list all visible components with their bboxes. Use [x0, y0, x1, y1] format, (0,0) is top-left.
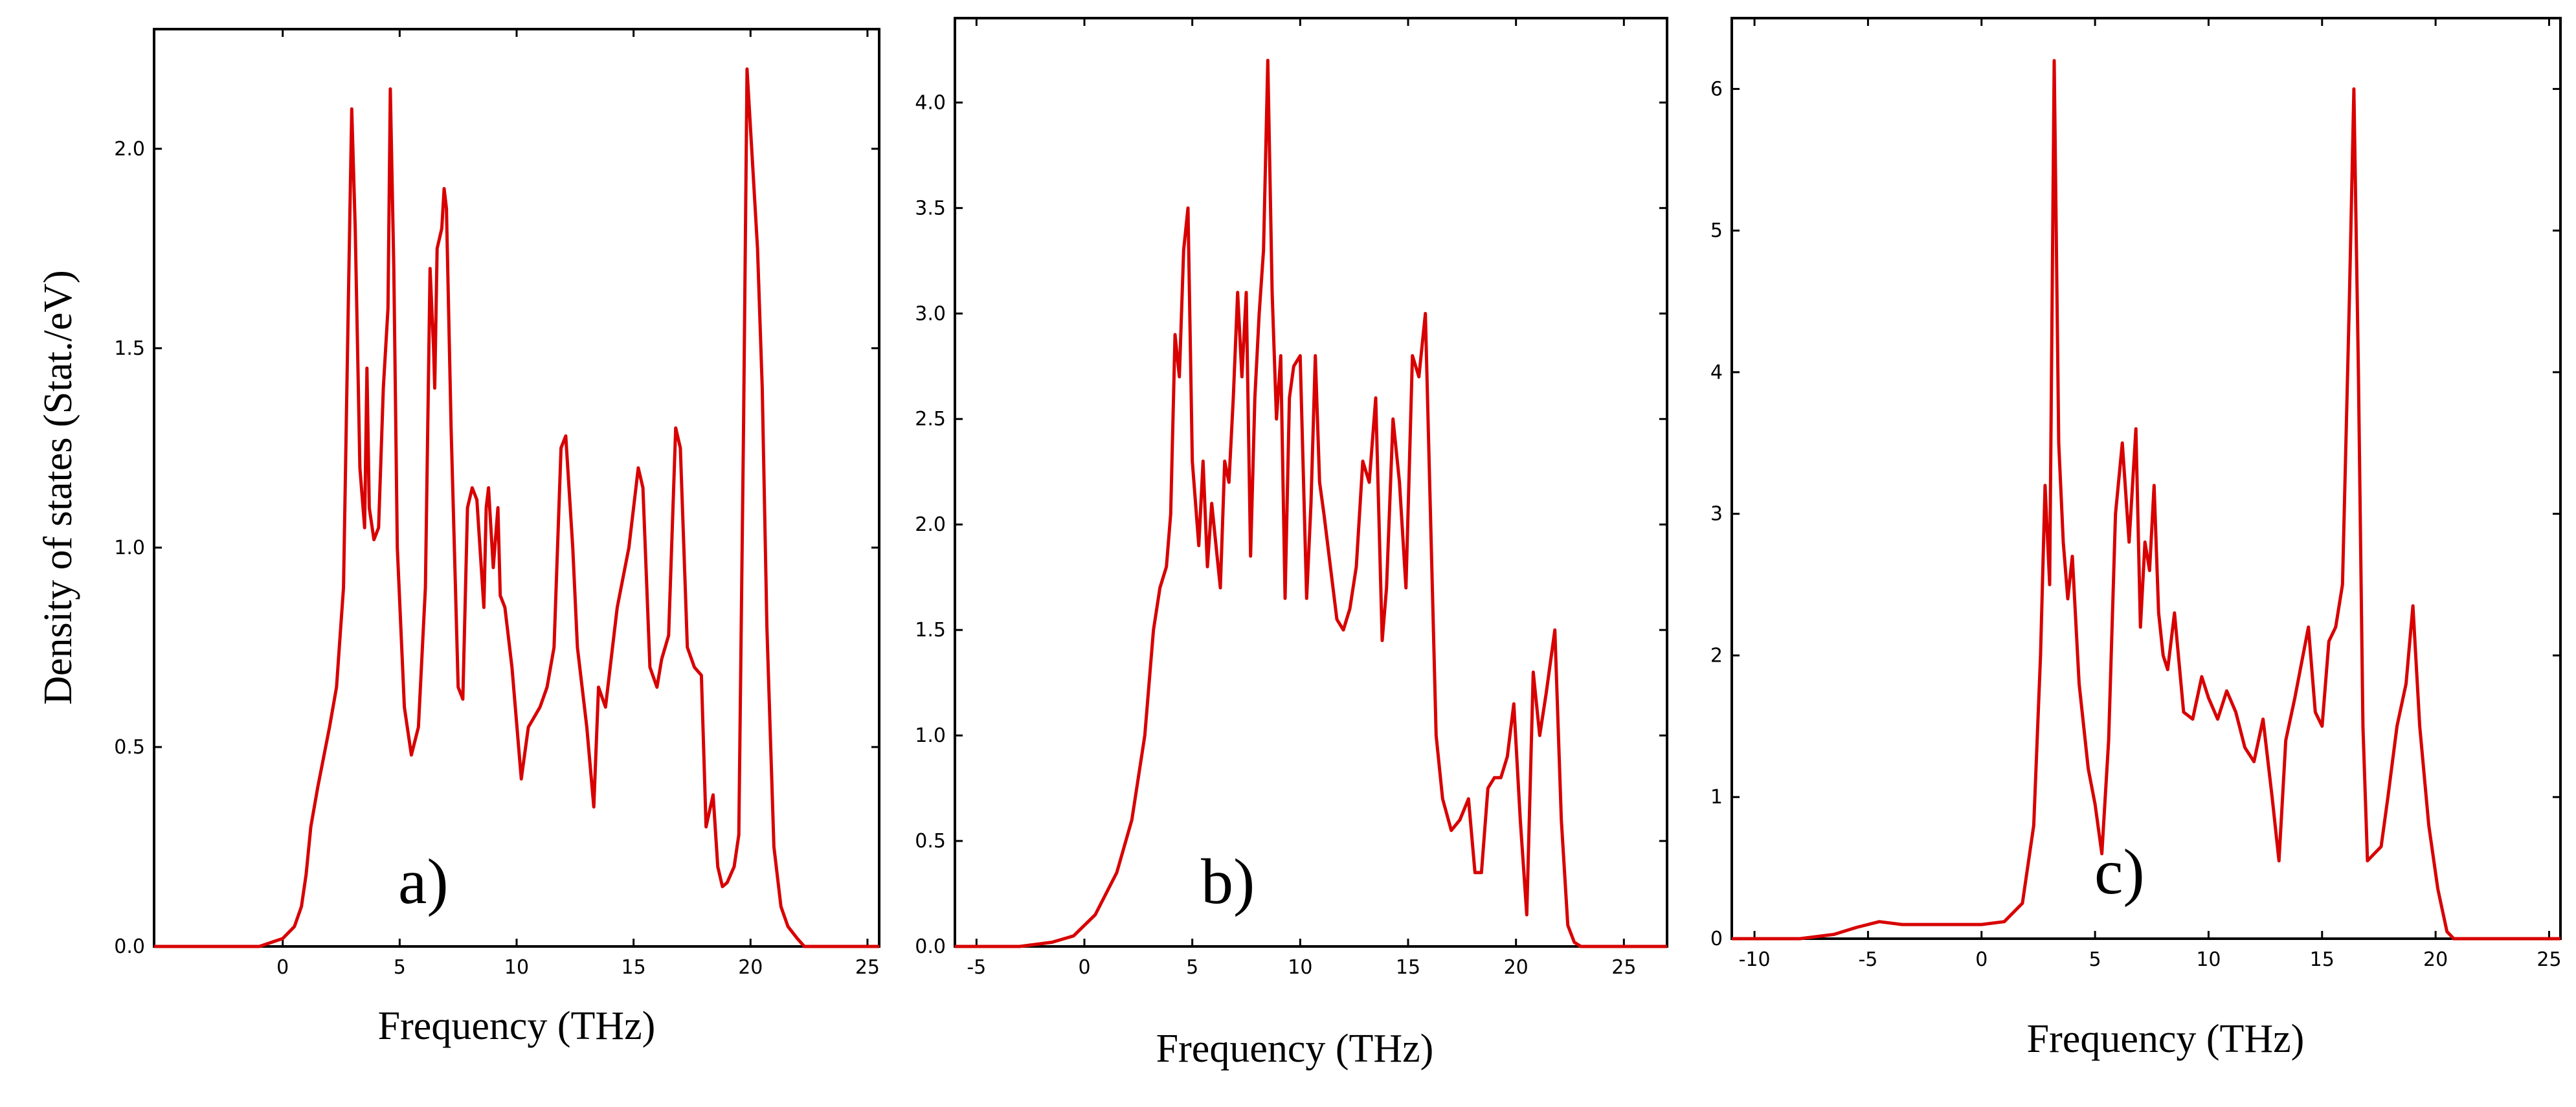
- panel-a: 0 5 10 15 20 25 0.0 0.5 1.0 1.5 2.0 a) Frequency (…: [36, 28, 880, 1048]
- panel-c-xtick-label: 20: [2423, 948, 2448, 971]
- panel-b-ytick-label: 1.5: [915, 619, 946, 642]
- panel-c-xtick-label: 25: [2537, 948, 2561, 971]
- panel-a-ytick-label: 2.0: [114, 138, 145, 161]
- panel-b-xtick-label: 0: [1078, 956, 1090, 979]
- panel-c-ytick-label: 0: [1710, 928, 1723, 950]
- panel-c-ytick-label: 2: [1710, 644, 1723, 667]
- panel-b-ytick-label: 2.5: [915, 408, 946, 430]
- panel-c-xtick-label: 15: [2310, 948, 2335, 971]
- panel-c-ytick-label: 3: [1710, 503, 1723, 526]
- panel-c-ytick-label: 5: [1710, 219, 1723, 242]
- panel-b-xtick-label: 25: [1611, 956, 1636, 979]
- panel-b-ticks: -5 0 5 10 15 20 25 0.0 0.5 1.0 1.5 2.0 2.5 3.0 3.5 4.0: [915, 18, 1667, 979]
- panel-b-xtick-label: -5: [967, 956, 986, 979]
- panel-a-xtick-label: 10: [504, 956, 529, 979]
- panel-b-xtick-label: 20: [1504, 956, 1529, 979]
- panel-a-xtick-label: 15: [622, 956, 646, 979]
- panel-b-xlabel: Frequency (THz): [1156, 1027, 1434, 1071]
- panel-c: -10 -5 0 5 10 15 20 25 0 1 2 3 4 5 6 c) Frequency (THz…: [1710, 17, 2562, 1061]
- panel-b-dos-curve: [955, 58, 1667, 948]
- panel-b-ytick-label: 0.5: [915, 830, 946, 853]
- panel-c-xtick-label: 0: [1975, 948, 1988, 971]
- panel-b-ytick-label: 3.5: [915, 197, 946, 219]
- panel-c-label: c): [2094, 836, 2145, 908]
- panel-b-ytick-label: 1.0: [915, 724, 946, 747]
- panel-c-dos-curve: [1732, 59, 2560, 941]
- panel-a-ticks: 0 5 10 15 20 25 0.0 0.5 1.0 1.5 2.0: [114, 29, 880, 979]
- panel-a-xtick-label: 25: [855, 956, 880, 979]
- panel-c-xlabel: Frequency (THz): [2027, 1017, 2305, 1061]
- panel-b-xtick-label: 10: [1288, 956, 1312, 979]
- panel-a-xtick-label: 5: [394, 956, 406, 979]
- panel-b-ytick-label: 3.0: [915, 302, 946, 325]
- panel-c-xtick-label: -10: [1739, 948, 1771, 971]
- panel-c-xtick-label: 5: [2089, 948, 2101, 971]
- panel-a-dos-curve: [154, 67, 879, 948]
- panel-b-label: b): [1201, 845, 1255, 917]
- panel-a-ytick-label: 0.0: [114, 935, 145, 958]
- panel-b-xtick-label: 5: [1186, 956, 1198, 979]
- panel-c-ytick-label: 6: [1710, 78, 1723, 100]
- panel-a-ytick-label: 1.5: [114, 337, 145, 360]
- panel-a-ylabel: Density of states (Stat./eV): [36, 270, 80, 705]
- panel-a-xlabel: Frequency (THz): [378, 1004, 656, 1048]
- panel-b-ytick-label: 2.0: [915, 513, 946, 536]
- panel-b-xtick-label: 15: [1396, 956, 1420, 979]
- panel-a-ytick-label: 1.0: [114, 537, 145, 559]
- panel-c-xtick-label: 10: [2196, 948, 2221, 971]
- panel-a-ytick-label: 0.5: [114, 736, 145, 759]
- panel-c-frame: [1730, 17, 2562, 940]
- panel-a-xtick-label: 0: [276, 956, 289, 979]
- panel-a-xtick-label: 20: [738, 956, 763, 979]
- panel-a-label: a): [398, 845, 449, 917]
- panel-b-ytick-label: 0.0: [915, 935, 946, 958]
- panel-c-ytick-label: 4: [1710, 361, 1723, 384]
- panel-a-frame: [153, 28, 880, 948]
- panel-b: -5 0 5 10 15 20 250.00.51.01.52.02.53.03.54.0 …: [915, 17, 1668, 1071]
- panel-c-xtick-label: -5: [1858, 948, 1877, 971]
- panel-b-frame: [954, 17, 1668, 948]
- panel-c-ytick-label: 1: [1710, 786, 1723, 809]
- panel-b-ytick-label: 4.0: [915, 91, 946, 114]
